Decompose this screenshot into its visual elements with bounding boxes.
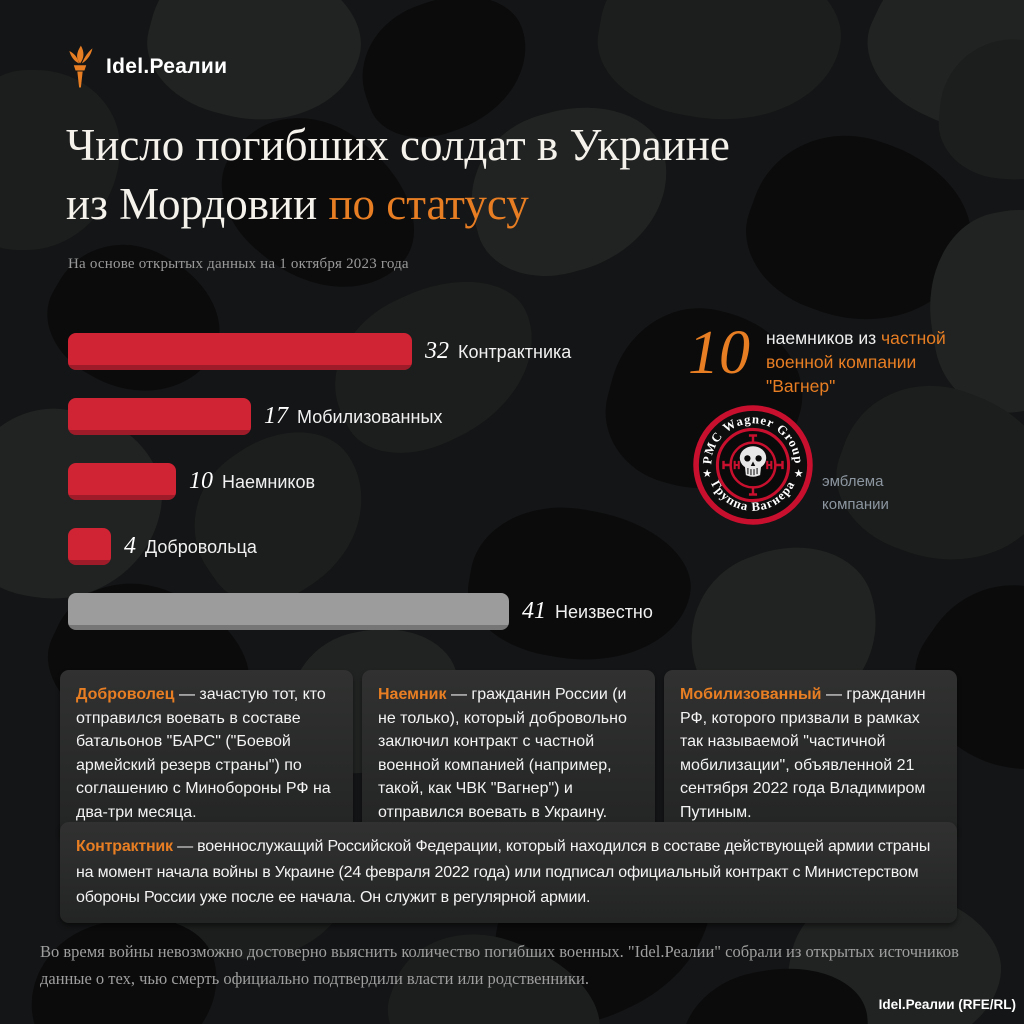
brand-name: Idel.Реалии [106, 55, 228, 78]
definition-contractor: Контрактник — военнослужащий Российской … [60, 822, 957, 923]
bar-category: Контрактника [458, 342, 572, 362]
wagner-emblem: PMC Wagner Group Группа Вагнера ★ ★ [692, 404, 814, 531]
definition-mercenary: Наемник — гражданин России (и не только)… [362, 670, 655, 838]
bar-category: Наемников [222, 472, 316, 492]
bar-value [68, 333, 412, 370]
title-line1: Число погибших солдат в Украине [66, 120, 730, 170]
definition-term: Мобилизованный [680, 686, 822, 703]
title-line2-white: из Мордовии [66, 179, 318, 229]
wagner-callout: 10 наемников из частной военной компании… [688, 319, 968, 398]
crosshair-icon [722, 434, 784, 496]
bar-value [68, 398, 251, 435]
torch-icon [69, 45, 93, 88]
emblem-caption: эмблема компании [822, 473, 889, 513]
bar-value: 10 [189, 468, 213, 494]
callout-lead: наемников из [766, 328, 877, 348]
bar-value: 17 [264, 403, 288, 429]
bar-label: 10 Наемников [189, 468, 315, 495]
bar-label: 32 Контрактника [425, 338, 571, 365]
definition-term: Контрактник [76, 838, 173, 855]
footer-credit: Idel.Реалии (RFE/RL) [878, 997, 1016, 1012]
bar-category: Добровольца [145, 537, 257, 557]
definition-boxes: Доброволец — зачастую тот, кто отправилс… [60, 670, 957, 838]
definition-text: — зачастую тот, кто отправился воевать в… [76, 686, 331, 821]
definition-text: — гражданин РФ, которого призвали в рамк… [680, 686, 926, 821]
definition-text: — гражданин России (и не только), которы… [378, 686, 627, 821]
bar-row: 4 Добровольца [68, 528, 653, 565]
chart-subtitle: На основе открытых данных на 1 октября 2… [68, 256, 409, 272]
bar-value [68, 528, 111, 565]
bar-value [68, 463, 176, 500]
definition-volunteer: Доброволец — зачастую тот, кто отправилс… [60, 670, 353, 838]
title-line2-orange: по статусу [328, 179, 529, 229]
svg-text:★: ★ [794, 468, 804, 480]
footer-note: Во время войны невозможно достоверно выя… [40, 942, 959, 988]
bar-chart: 32 Контрактника 17 Мобилизованных 10 Наемнико… [68, 333, 653, 658]
bar-label: 41 Неизвестно [522, 598, 653, 625]
definition-term: Наемник [378, 686, 447, 703]
callout-number: 10 [688, 319, 750, 387]
svg-text:★: ★ [702, 468, 712, 480]
bar-value: 32 [425, 338, 449, 364]
bar-row: 41 Неизвестно [68, 593, 653, 630]
brand-logo: Idel.Реалии [64, 44, 227, 90]
bar-label: 4 Добровольца [124, 533, 257, 560]
definition-text: — военнослужащий Российской Федерации, к… [76, 838, 931, 906]
bar-label: 17 Мобилизованных [264, 403, 442, 430]
bar-category: Неизвестно [555, 602, 653, 622]
bar-value: 4 [124, 533, 136, 559]
wagner-emblem-badge: PMC Wagner Group Группа Вагнера ★ ★ [693, 405, 813, 525]
bar-value: 41 [522, 598, 546, 624]
bar-unknown [68, 593, 509, 630]
bar-row: 32 Контрактника [68, 333, 653, 370]
skull-icon [739, 446, 767, 477]
page-title: Число погибших солдат в Украине из Мордо… [66, 116, 886, 234]
definition-term: Доброволец [76, 686, 175, 703]
bar-category: Мобилизованных [297, 407, 443, 427]
bar-row: 10 Наемников [68, 463, 653, 500]
callout-text: наемников из частной военной компании "В… [766, 326, 958, 398]
definition-mobilized: Мобилизованный — гражданин РФ, которого … [664, 670, 957, 838]
callout-highlight: частной военной компании "Вагнер" [766, 328, 946, 396]
bar-row: 17 Мобилизованных [68, 398, 653, 435]
star-icon: ★ ★ [702, 468, 804, 480]
